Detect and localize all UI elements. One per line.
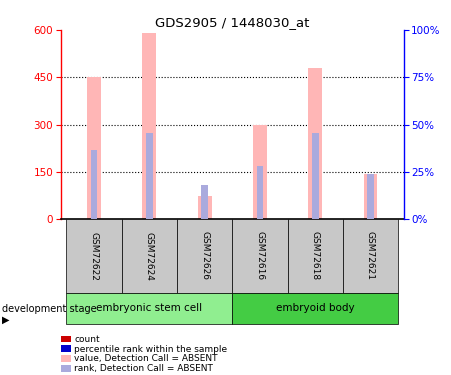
Bar — [66, 292, 232, 324]
Bar — [312, 133, 318, 219]
Bar — [201, 184, 208, 219]
Text: percentile rank within the sample: percentile rank within the sample — [74, 345, 228, 354]
Bar — [232, 219, 288, 292]
Text: embryonic stem cell: embryonic stem cell — [96, 303, 202, 313]
Title: GDS2905 / 1448030_at: GDS2905 / 1448030_at — [155, 16, 309, 29]
Text: embryoid body: embryoid body — [276, 303, 354, 313]
Bar — [288, 219, 343, 292]
Text: count: count — [74, 335, 100, 344]
Text: GSM72624: GSM72624 — [145, 231, 154, 280]
Bar — [146, 133, 152, 219]
Bar — [308, 68, 322, 219]
Text: GSM72626: GSM72626 — [200, 231, 209, 280]
Bar — [232, 292, 398, 324]
Bar — [91, 150, 97, 219]
Bar — [143, 33, 156, 219]
Bar — [198, 196, 212, 219]
Bar — [122, 219, 177, 292]
Text: development stage: development stage — [2, 304, 97, 314]
Bar — [367, 174, 374, 219]
Bar — [257, 166, 263, 219]
Bar — [177, 219, 232, 292]
Text: rank, Detection Call = ABSENT: rank, Detection Call = ABSENT — [74, 364, 213, 373]
Bar — [343, 219, 398, 292]
Text: GSM72621: GSM72621 — [366, 231, 375, 280]
Text: ▶: ▶ — [2, 315, 10, 324]
Text: GSM72616: GSM72616 — [255, 231, 264, 280]
Text: GSM72622: GSM72622 — [90, 231, 99, 280]
Bar — [87, 77, 101, 219]
Bar — [364, 174, 377, 219]
Bar — [66, 219, 122, 292]
Bar — [253, 124, 267, 219]
Text: value, Detection Call = ABSENT: value, Detection Call = ABSENT — [74, 354, 218, 363]
Text: GSM72618: GSM72618 — [311, 231, 320, 280]
